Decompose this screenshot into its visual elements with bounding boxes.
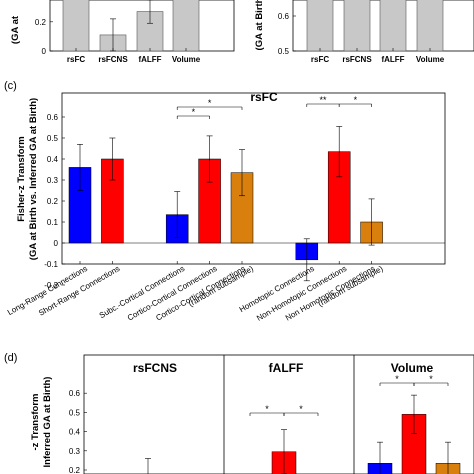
xtick-b-3: Volume — [172, 55, 201, 64]
xtick-b-2: fALFF — [138, 55, 161, 64]
ytick-c: -0.1 — [44, 260, 58, 269]
sig-label-c-1: * — [208, 98, 212, 108]
panel-d-title-rsfcns: rsFCNS — [133, 361, 177, 375]
panel-b-right: (GA at Birth rsFC rsFCNS fALFF Volume 0.5 0.6 — [254, 0, 474, 64]
ytick-c: 0.5 — [47, 134, 59, 143]
panel-d-marks: 0.2 0.3 0.4 0.5 0.6 * * * * — [69, 374, 461, 474]
panel-b-right-bars: rsFC rsFCNS fALFF Volume 0.5 0.6 — [278, 0, 445, 64]
panel-b-right-ylabel: (GA at Birth — [254, 0, 265, 50]
panel-c-ylabel-line1: Fisher-z Transform — [16, 136, 27, 222]
panel-b-left-bars: rsFC rsFCNS fALFF Volume 0 0.2 — [35, 0, 201, 64]
panel-d-title-falff: fALFF — [269, 361, 304, 375]
ytick-d: 0.4 — [69, 428, 81, 437]
panel-d-frame — [83, 354, 474, 474]
sig-label-c-3: * — [354, 95, 358, 105]
panel-d-ylabel-line1: -z Transform — [30, 393, 41, 450]
xtick-b-0: rsFC — [67, 55, 85, 64]
xtick-b-3: Volume — [416, 55, 445, 64]
panel-c: rsFC Fisher-z Transform (GA at Birth vs.… — [6, 90, 446, 323]
xtick-c-9: (random subsample) — [317, 264, 385, 309]
ytick-c: 0.4 — [47, 155, 59, 164]
ytick-c: 0.2 — [47, 197, 59, 206]
ytick-c: 0.6 — [47, 113, 59, 122]
ytick-c: -0.2 — [44, 281, 58, 290]
bar-b-3 — [416, 0, 444, 52]
panel-c-frame — [61, 92, 446, 265]
xtick-b-1: rsFCNS — [342, 55, 372, 64]
sig-label-d-2-0: * — [395, 374, 399, 384]
ytick-c: 0.3 — [47, 176, 59, 185]
ytick-d: 0.2 — [69, 466, 81, 474]
panel-c-label: (c) — [4, 80, 17, 92]
panel-d-title-volume: Volume — [391, 361, 434, 375]
bar-b-1 — [343, 0, 371, 52]
panel-d-label: (d) — [4, 352, 17, 364]
panel-b-left-ylabel: (GA at — [10, 15, 21, 44]
bar-b-0 — [306, 0, 334, 52]
sig-label-c-2: ** — [319, 95, 327, 105]
xtick-b-0: rsFC — [311, 55, 329, 64]
ytick-d: 0.3 — [69, 447, 81, 456]
bar-b-0 — [62, 0, 90, 52]
xtick-b-2: fALFF — [381, 55, 404, 64]
panel-c-title: rsFC — [250, 90, 278, 104]
panel-d-ylabel-line2: Inferred GA at Birth) — [42, 377, 53, 468]
ytick-d: 0.5 — [69, 408, 81, 417]
ytick-c: 0.1 — [47, 218, 59, 227]
sig-label-c-0: * — [192, 107, 196, 117]
panel-c-marks: -0.2-0.100.10.20.30.40.50.6** ** *Long-Ran… — [6, 95, 445, 323]
xtick-b-1: rsFCNS — [98, 55, 128, 64]
bar-b-2 — [379, 0, 407, 52]
ytick-c: 0 — [54, 239, 59, 248]
panel-b-left: (GA at rsFC rsFCNS fALFF Volume 0 0.2 — [10, 0, 235, 64]
ytick-d: 0.6 — [69, 389, 81, 398]
ytick-b: 0.2 — [35, 18, 47, 27]
sig-label-d-1-1: * — [299, 404, 303, 414]
bar-b-3 — [172, 0, 200, 52]
sig-label-d-1-0: * — [265, 404, 269, 414]
ytick-b: 0.6 — [278, 12, 290, 21]
panel-c-ylabel-line2: (GA at Birth vs. Inferred GA at Birth) — [28, 98, 39, 260]
panel-d: rsFCNS fALFF Volume -z Transform Inferre… — [30, 354, 474, 474]
ytick-b: 0.5 — [278, 47, 290, 56]
sig-label-d-2-1: * — [429, 374, 433, 384]
ytick-b: 0 — [42, 47, 47, 56]
